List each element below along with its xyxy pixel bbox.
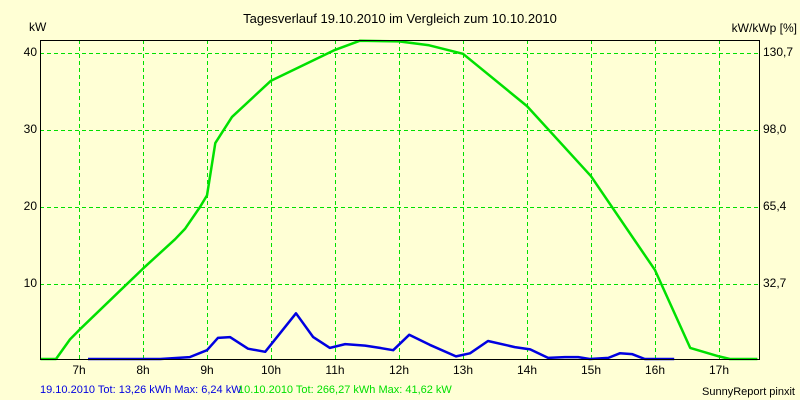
y-tick-label: 30 — [23, 122, 37, 136]
y-right-tick-label: 65,4 — [763, 199, 787, 213]
series-line-19-10-2010 — [88, 312, 675, 361]
y-axis-left-unit: kW — [29, 20, 47, 34]
x-tick-label: 11h — [325, 363, 345, 377]
footer-brand: SunnyReport pinxit — [702, 386, 795, 398]
y-tick-label: 40 — [23, 45, 37, 59]
y-right-tick-label: 130,7 — [763, 45, 794, 59]
x-tick-label: 12h — [388, 363, 410, 377]
chart-title: Tagesverlauf 19.10.2010 im Vergleich zum… — [243, 11, 557, 26]
x-tick-label: 14h — [516, 363, 538, 377]
y-tick-label: 20 — [23, 199, 37, 213]
x-tick-label: 16h — [644, 363, 666, 377]
y-right-tick-label: 32,7 — [763, 276, 787, 290]
chart-grid — [40, 40, 759, 359]
plot-frame — [40, 40, 760, 360]
legend-10-10-2010: 10.10.2010 Tot: 266,27 kWh Max: 41,62 kW — [238, 384, 452, 396]
x-tick-label: 10h — [260, 363, 282, 377]
legend-19-10-2010: 19.10.2010 Tot: 13,26 kWh Max: 6,24 kW — [40, 384, 242, 396]
x-tick-label: 13h — [452, 363, 474, 377]
x-tick-label: 17h — [708, 363, 730, 377]
x-tick-label: 7h — [72, 363, 86, 377]
x-tick-label: 9h — [200, 363, 214, 377]
x-tick-label: 15h — [580, 363, 602, 377]
y-axis-right-unit: kW/kWp [%] — [731, 21, 797, 35]
series-line-10-10-2010 — [40, 39, 758, 361]
y-right-tick-label: 98,0 — [763, 122, 787, 136]
x-tick-label: 8h — [136, 363, 150, 377]
chart-series — [40, 39, 758, 361]
y-tick-label: 10 — [23, 276, 37, 290]
